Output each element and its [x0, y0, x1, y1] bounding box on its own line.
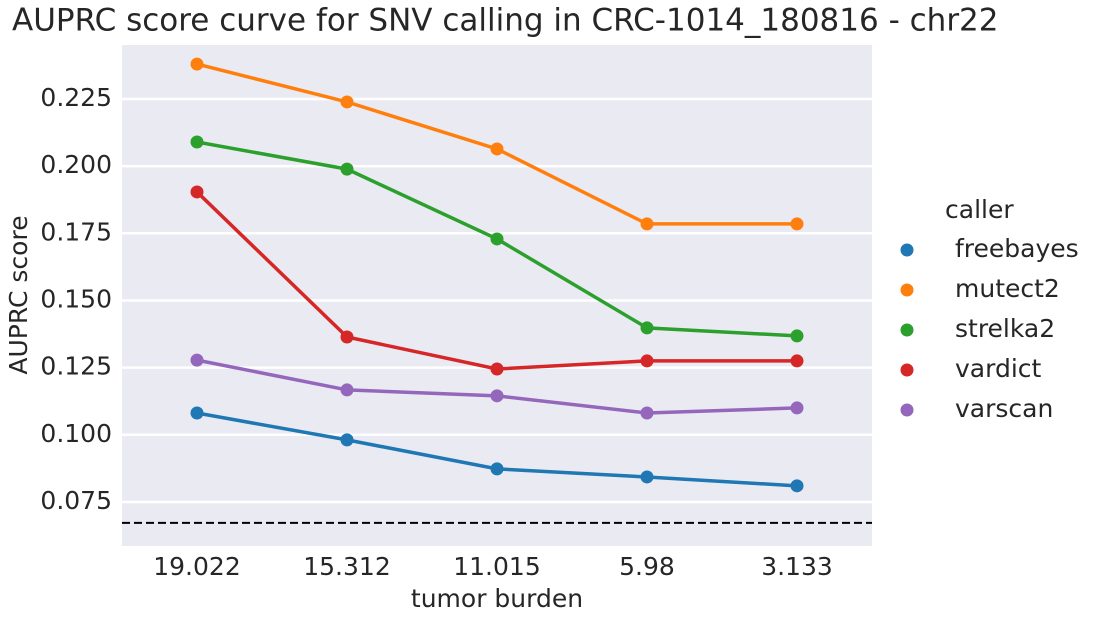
point	[640, 217, 654, 231]
legend-marker	[900, 403, 914, 417]
y-tick-label: 0.225	[40, 83, 112, 112]
legend-marker	[900, 323, 914, 337]
legend-label: varscan	[955, 394, 1053, 423]
legend-label: mutect2	[955, 274, 1060, 303]
point	[340, 383, 354, 397]
point	[790, 217, 804, 231]
legend-label: strelka2	[955, 314, 1055, 343]
point	[790, 329, 804, 343]
point	[340, 162, 354, 176]
point	[190, 185, 204, 199]
point	[490, 142, 504, 156]
legend-marker	[900, 243, 914, 257]
point	[790, 354, 804, 368]
legend-label: vardict	[955, 354, 1042, 383]
x-tick-label: 3.133	[761, 552, 833, 581]
point	[490, 389, 504, 403]
x-axis-label: tumor burden	[411, 584, 583, 613]
legend-marker	[900, 283, 914, 297]
legend-marker	[900, 363, 914, 377]
y-tick-label: 0.075	[40, 486, 112, 515]
point	[790, 401, 804, 415]
point	[640, 406, 654, 420]
x-tick-label: 15.312	[303, 552, 390, 581]
y-tick-label: 0.200	[40, 150, 112, 179]
point	[340, 330, 354, 344]
point	[640, 321, 654, 335]
legend-title: caller	[945, 195, 1014, 224]
y-tick-label: 0.175	[40, 217, 112, 246]
point	[340, 95, 354, 109]
point	[190, 135, 204, 149]
x-tick-label: 19.022	[153, 552, 240, 581]
y-tick-label: 0.150	[40, 284, 112, 313]
x-tick-label: 5.98	[619, 552, 675, 581]
point	[190, 406, 204, 420]
point	[490, 232, 504, 246]
point	[640, 354, 654, 368]
legend-label: freebayes	[955, 234, 1079, 263]
point	[790, 479, 804, 493]
point	[490, 362, 504, 376]
y-tick-label: 0.100	[40, 419, 112, 448]
y-axis-label: AUPRC score	[4, 215, 33, 374]
point	[490, 462, 504, 476]
point	[190, 57, 204, 71]
y-tick-label: 0.125	[40, 352, 112, 381]
chart-title: AUPRC score curve for SNV calling in CRC…	[12, 3, 999, 39]
point	[190, 353, 204, 367]
x-tick-label: 11.015	[453, 552, 540, 581]
point	[640, 470, 654, 484]
point	[340, 433, 354, 447]
